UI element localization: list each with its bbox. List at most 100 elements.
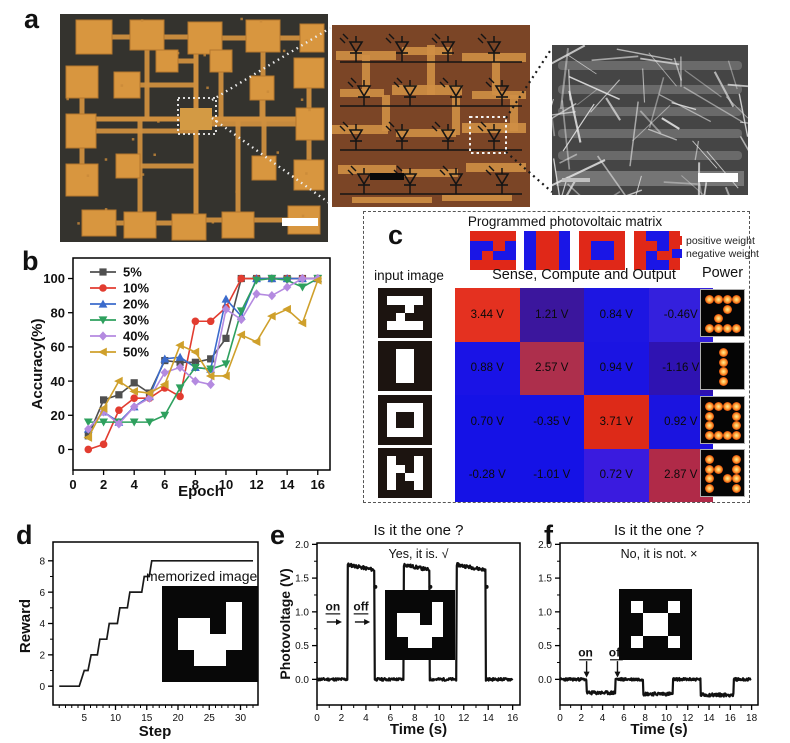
pixel-off (423, 312, 432, 322)
svg-text:100: 100 (43, 271, 65, 286)
power-image-I (700, 342, 745, 390)
pixel-on (408, 613, 420, 625)
svg-text:10: 10 (110, 713, 122, 724)
pixel-on (396, 613, 409, 625)
matrix-cell-r2c1: -0.35 V (519, 395, 584, 449)
pixel-off (679, 612, 692, 625)
pixel-off (524, 240, 536, 251)
pixel-off (378, 357, 387, 366)
pixel-on (613, 250, 625, 261)
svg-text:10: 10 (661, 713, 673, 724)
pixel-off (619, 600, 632, 613)
pixel-on (226, 602, 242, 618)
pixel-on (470, 231, 482, 241)
pixel-on (655, 612, 668, 625)
pixel-off (631, 589, 644, 601)
svg-text:Reward: Reward (18, 599, 34, 653)
pixel-off (162, 650, 178, 666)
pixel-off (405, 382, 414, 391)
pixel-off (423, 481, 432, 490)
pixel-off (414, 365, 423, 375)
svg-text:4: 4 (131, 477, 139, 492)
svg-text:8: 8 (642, 713, 648, 724)
pixel-off (387, 341, 396, 350)
svg-text:30: 30 (235, 713, 247, 724)
pixel-on (667, 600, 680, 613)
matrix-cell-r1c2: 0.94 V (584, 341, 649, 395)
weight-pattern-Z (470, 231, 516, 270)
pixel-off (423, 489, 432, 498)
pixel-off (420, 613, 432, 625)
light-spot (705, 474, 714, 483)
pixel-on (590, 231, 602, 241)
svg-text:30%: 30% (123, 313, 149, 328)
pixel-off (162, 602, 178, 618)
pixel-off (226, 666, 242, 682)
pixel-off (423, 436, 432, 445)
pixel-on (210, 650, 226, 666)
svg-text:5: 5 (81, 713, 87, 724)
pixel-on (668, 260, 680, 270)
pixel-on (602, 260, 614, 270)
svg-text:4: 4 (39, 619, 45, 630)
pixel-off (414, 374, 423, 383)
pixel-on (504, 260, 516, 270)
svg-text:8: 8 (39, 556, 45, 567)
weight-pattern-I (524, 231, 570, 270)
pixel-off (493, 250, 505, 261)
pixel-off (590, 250, 602, 261)
svg-text:6: 6 (39, 588, 45, 599)
pixel-on (414, 419, 423, 429)
pixel-on (226, 618, 242, 634)
svg-text:Is it the one ?: Is it the one ? (373, 522, 463, 539)
light-spot (705, 295, 714, 304)
pixel-on (405, 472, 414, 482)
panel-c-dashed-box (363, 211, 750, 503)
pixel-off (194, 666, 210, 682)
svg-text:6: 6 (621, 713, 627, 724)
pixel-off (178, 650, 194, 666)
pixel-off (405, 489, 414, 498)
pixel-off (423, 428, 432, 437)
pixel-off (679, 636, 692, 649)
pixel-off (405, 448, 414, 457)
light-spot (705, 430, 714, 440)
pixel-off (378, 428, 387, 437)
svg-text:Time (s): Time (s) (390, 721, 447, 738)
pixel-off (405, 464, 414, 473)
pixel-off (378, 419, 387, 429)
input-image-N (378, 448, 432, 498)
pixel-on (643, 612, 656, 625)
pixel-off (558, 260, 570, 270)
pixel-off (619, 612, 632, 625)
pixel-off (396, 636, 409, 649)
pixel-off (378, 365, 387, 375)
positive-weight-swatch (672, 236, 682, 245)
pixel-on (634, 260, 646, 270)
pixel-on (178, 618, 194, 634)
svg-text:14: 14 (703, 713, 715, 724)
pixel-on (547, 250, 559, 261)
pixel-on (387, 428, 396, 437)
svg-text:12: 12 (682, 713, 694, 724)
pixel-on (414, 456, 423, 465)
pixel-off (619, 624, 632, 637)
pixel-on (414, 411, 423, 420)
pixel-off (420, 590, 432, 602)
pixel-off (396, 456, 405, 465)
pixel-off (396, 382, 405, 391)
light-spot (705, 421, 714, 430)
pixel-off (226, 650, 242, 666)
pixel-off (378, 288, 387, 297)
pixel-on (405, 349, 414, 358)
pixel-on (396, 296, 405, 305)
pixel-off (420, 648, 432, 660)
svg-text:8: 8 (412, 713, 418, 724)
light-spot (732, 323, 741, 333)
light-spot (718, 376, 728, 386)
svg-text:Step: Step (139, 723, 172, 740)
pixel-off (504, 250, 516, 261)
pixel-on (634, 250, 646, 261)
pixel-on (414, 428, 423, 437)
pixel-on (405, 374, 414, 383)
